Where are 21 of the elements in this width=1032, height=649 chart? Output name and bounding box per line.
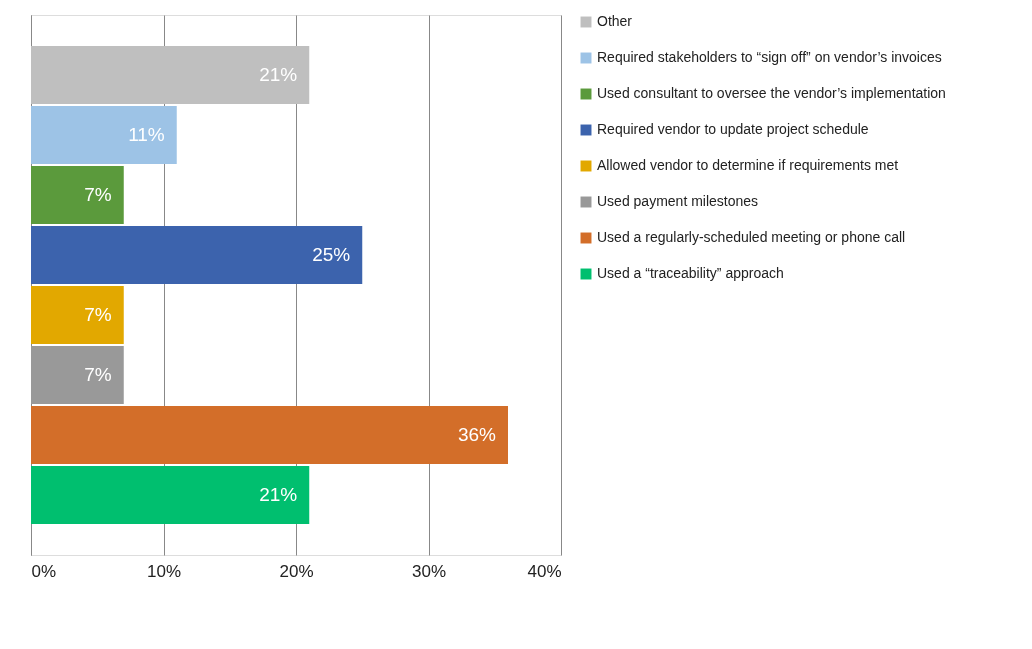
legend-label: Used consultant to oversee the vendor’s implementation xyxy=(597,85,946,101)
legend-label: Used a regularly-scheduled meeting or phone call xyxy=(597,229,906,245)
data-label: 7% xyxy=(84,364,112,385)
x-tick-label: 30% xyxy=(411,561,447,581)
data-label: 7% xyxy=(84,304,112,325)
x-tick-label: 10% xyxy=(146,561,182,581)
legend-label: Allowed vendor to determine if requirements met xyxy=(597,157,899,173)
legend-label: Required vendor to update project schedule xyxy=(597,121,869,137)
data-label: 25% xyxy=(312,244,351,265)
data-label: 36% xyxy=(457,424,497,445)
legend-label: Required stakeholders to “sign off” on vendor’s invoices xyxy=(597,49,942,65)
data-label: 21% xyxy=(259,484,298,505)
legend-label: Other xyxy=(597,13,633,29)
data-label: 11% xyxy=(128,124,165,145)
data-label: 7% xyxy=(84,184,112,205)
legend-label: Used payment milestones xyxy=(597,193,759,209)
x-tick-label: 40% xyxy=(527,561,562,581)
data-label: 21% xyxy=(259,64,298,85)
x-tick-label: 20% xyxy=(279,561,314,581)
x-tick-label: 0% xyxy=(31,561,57,581)
legend-label: Used a “traceability” approach xyxy=(597,265,784,281)
